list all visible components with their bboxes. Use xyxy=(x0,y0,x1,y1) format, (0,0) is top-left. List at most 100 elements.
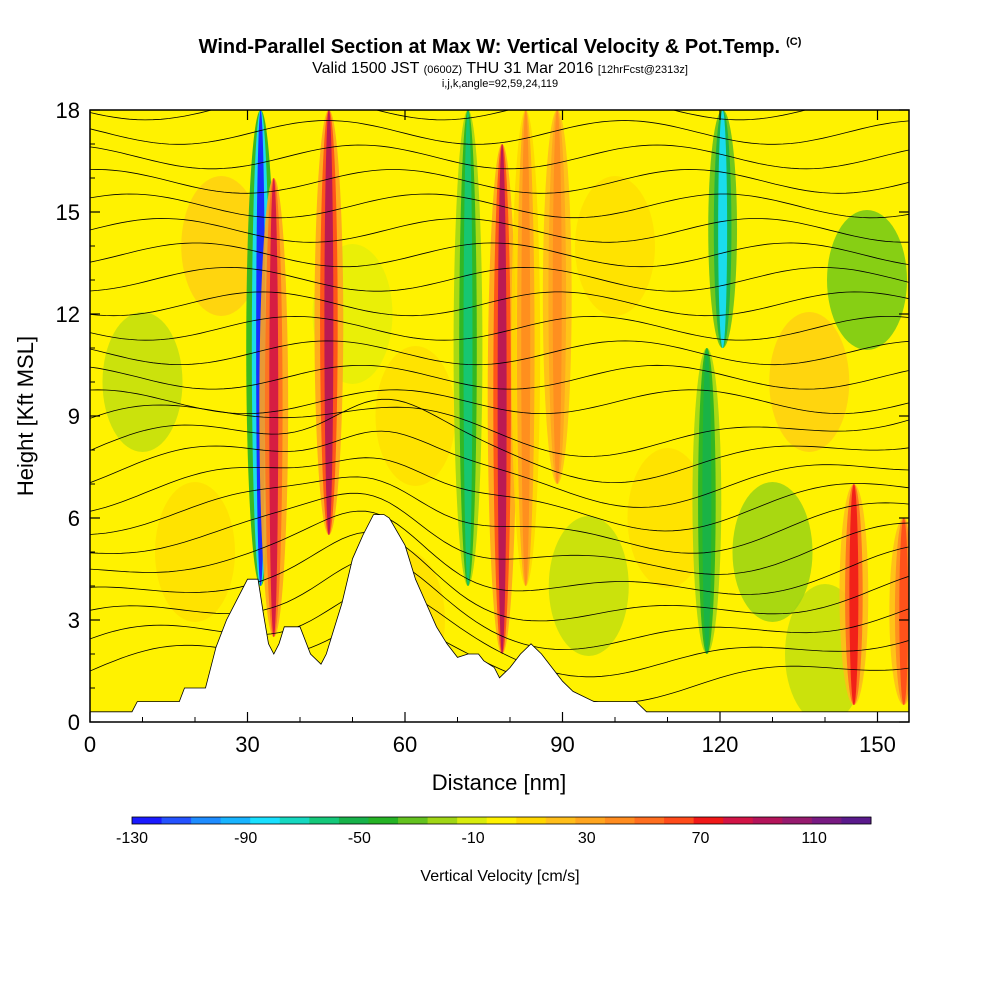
y-tick-label: 15 xyxy=(56,200,80,225)
velocity-band-8-2 xyxy=(718,110,728,348)
velocity-field xyxy=(90,110,909,722)
x-tick-label: 150 xyxy=(859,732,896,757)
axis-ticks: 0 30 60 90 120 150 0 3 6 9 12 15 18 xyxy=(56,98,909,757)
isentrope-5 xyxy=(90,492,909,575)
colorbar-swatch xyxy=(516,817,547,824)
isentrope-14 xyxy=(90,315,909,341)
field-cell-2 xyxy=(181,176,262,316)
isentrope-19 xyxy=(90,193,909,219)
colorbar-title: Vertical Velocity [cm/s] xyxy=(420,868,579,885)
x-tick-label: 90 xyxy=(550,732,574,757)
y-tick-label: 6 xyxy=(68,506,80,531)
field-cell-9 xyxy=(769,312,850,452)
colorbar-tick-label: -130 xyxy=(116,830,148,847)
velocity-band-9-2 xyxy=(849,484,859,705)
isentrope-23 xyxy=(90,110,808,121)
velocity-band-10-2 xyxy=(899,518,909,705)
isentrope-11 xyxy=(90,389,909,415)
isentrope-lines xyxy=(90,110,909,704)
isentrope-17 xyxy=(90,242,909,268)
velocity-band-1-2 xyxy=(269,178,279,637)
section-indices: i,j,k,angle=92,59,24,119 xyxy=(441,78,559,90)
colorbar-tick-label: 110 xyxy=(801,830,827,847)
velocity-band-3-2 xyxy=(463,110,473,586)
isentrope-7 xyxy=(90,457,909,532)
colorbar-swatch xyxy=(368,817,399,824)
colorbar-swatch xyxy=(457,817,488,824)
velocity-band-7-2 xyxy=(702,348,712,654)
isentrope-2 xyxy=(90,557,909,650)
field-cell-1 xyxy=(155,482,235,622)
terrain-profile xyxy=(90,514,909,722)
x-tick-label: 120 xyxy=(702,732,739,757)
isentrope-22 xyxy=(90,120,909,145)
field-cell-8 xyxy=(732,482,813,622)
valid-time-utc: (0600Z) xyxy=(423,64,463,76)
colorbar-swatch xyxy=(782,817,813,824)
colorbar-swatch xyxy=(250,817,281,824)
colorbar-swatch xyxy=(634,817,665,824)
isentrope-13 xyxy=(90,340,909,366)
colorbar-tick-label: -10 xyxy=(462,830,485,847)
colorbar-swatch xyxy=(575,817,606,824)
colorbar-swatch xyxy=(398,817,429,824)
y-tick-label: 12 xyxy=(56,302,80,327)
x-axis-title: Distance [nm] xyxy=(432,770,567,795)
isentrope-21 xyxy=(90,144,909,170)
colorbar-swatch xyxy=(811,817,842,824)
valid-time: Valid 1500 JST xyxy=(312,60,420,77)
colorbar-swatch xyxy=(220,817,251,824)
y-axis-title: Height [Kft MSL] xyxy=(13,336,38,496)
chart-title-mark: (C) xyxy=(786,36,802,49)
colorbar-swatch xyxy=(309,817,340,824)
isentrope-3 xyxy=(90,531,909,622)
x-tick-label: 60 xyxy=(393,732,417,757)
velocity-band-6-2 xyxy=(552,110,562,484)
isentrope-15 xyxy=(90,291,909,317)
colorbar-swatch xyxy=(723,817,754,824)
colorbar xyxy=(131,816,872,825)
colorbar-swatch xyxy=(338,817,369,824)
colorbar-swatch xyxy=(604,817,636,824)
y-tick-label: 0 xyxy=(68,710,80,735)
y-tick-label: 3 xyxy=(68,608,80,633)
field-cell-6 xyxy=(575,176,655,316)
isentrope-8 xyxy=(90,430,909,508)
isentrope-18 xyxy=(90,218,909,243)
y-tick-label: 9 xyxy=(68,404,80,429)
colorbar-frame xyxy=(131,816,872,825)
x-tick-label: 0 xyxy=(84,732,96,757)
chart-title-text: Wind-Parallel Section at Max W: Vertical… xyxy=(198,36,781,58)
colorbar-swatch xyxy=(191,817,222,824)
valid-date: THU 31 Mar 2016 xyxy=(466,60,594,77)
y-tick-label: 18 xyxy=(56,98,80,123)
isentrope-12 xyxy=(90,364,909,390)
field-cell-4 xyxy=(375,346,456,486)
colorbar-swatch xyxy=(545,817,576,824)
colorbar-swatch xyxy=(693,817,724,824)
velocity-band-2-2 xyxy=(324,110,334,535)
velocity-band-5-2 xyxy=(521,110,531,586)
chart-subtitle: Valid 1500 JST (0600Z) THU 31 Mar 2016 [… xyxy=(0,60,1000,78)
colorbar-tick-label: 30 xyxy=(578,830,596,847)
field-cell-5 xyxy=(548,516,629,656)
colorbar-tick-label: -90 xyxy=(234,830,257,847)
colorbar-swatch xyxy=(279,817,310,824)
colorbar-swatch xyxy=(841,817,872,824)
colorbar-tick-labels: -130 -90 -50 -10 30 70 110 xyxy=(116,830,827,847)
colorbar-tick-label: 70 xyxy=(692,830,710,847)
colorbar-swatch xyxy=(161,817,192,824)
colorbar-swatch xyxy=(132,817,163,824)
chart-title: Wind-Parallel Section at Max W: Vertical… xyxy=(0,36,1000,59)
field-cell-10 xyxy=(827,210,907,350)
isentrope-20 xyxy=(90,169,909,194)
isentrope-4 xyxy=(90,510,909,595)
terrain xyxy=(90,514,909,722)
colorbar-tick-label: -50 xyxy=(348,830,371,847)
colorbar-swatch xyxy=(486,817,517,824)
colorbar-swatch xyxy=(664,817,695,824)
forecast-info: [12hrFcst@2313z] xyxy=(597,64,688,76)
field-cell-0 xyxy=(102,312,183,452)
colorbar-swatch xyxy=(427,817,458,824)
